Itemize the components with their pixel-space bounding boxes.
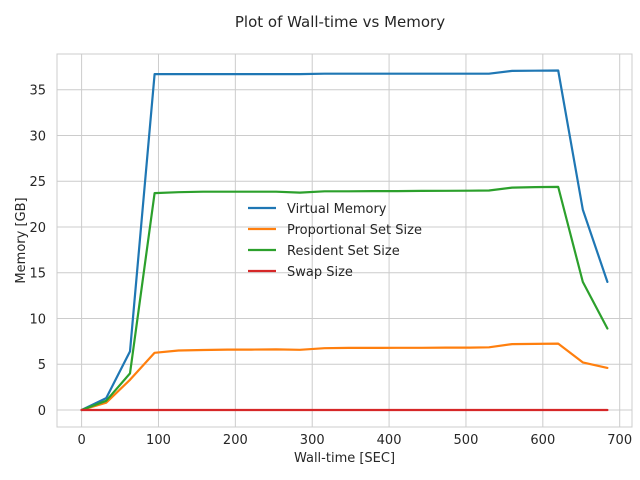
x-tick-label: 300: [300, 433, 325, 448]
y-axis-label: Memory [GB]: [14, 197, 29, 283]
y-tick-labels: 0 5 10 15 20 25 30 35: [29, 84, 46, 419]
plot-area: [56, 53, 633, 428]
x-tick-label: 100: [146, 433, 171, 448]
legend: Virtual Memory Proportional Set Size Resid…: [248, 202, 422, 280]
series-group: [80, 69, 609, 412]
series-line-1: [80, 342, 609, 412]
legend-label: Swap Size: [287, 265, 353, 280]
x-tick-label: 200: [223, 433, 248, 448]
x-tick-label: 600: [530, 433, 555, 448]
x-tick-label: 400: [377, 433, 402, 448]
legend-label: Virtual Memory: [287, 202, 387, 217]
y-tick-label: 20: [29, 221, 46, 236]
legend-label: Proportional Set Size: [287, 223, 422, 238]
y-tick-label: 30: [29, 129, 46, 144]
y-tick-label: 0: [38, 404, 46, 419]
x-tick-labels: 0 100 200 300 400 500 600 700: [77, 433, 632, 448]
y-tick-label: 25: [29, 175, 46, 190]
legend-label: Resident Set Size: [287, 244, 400, 259]
y-tick-label: 15: [29, 267, 46, 282]
y-tick-label: 5: [38, 358, 46, 373]
x-axis-label: Wall-time [SEC]: [294, 451, 395, 466]
x-tick-label: 0: [77, 433, 85, 448]
x-tick-label: 500: [454, 433, 479, 448]
chart-title: Plot of Wall-time vs Memory: [235, 13, 445, 31]
series-line-0: [80, 69, 609, 412]
x-tick-label: 700: [607, 433, 632, 448]
y-tick-label: 35: [29, 84, 46, 99]
series-line-2: [80, 185, 609, 412]
y-tick-label: 10: [29, 312, 46, 327]
